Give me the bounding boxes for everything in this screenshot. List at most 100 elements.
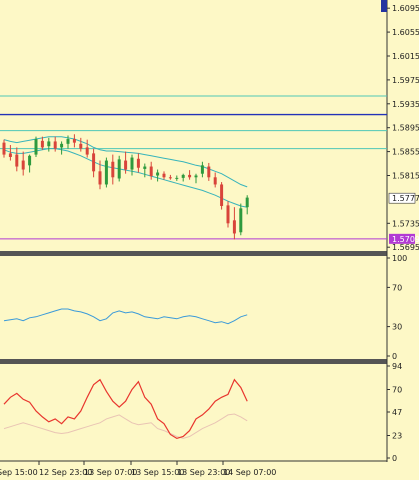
candle (40, 136, 44, 150)
candle-body (239, 208, 243, 233)
panel-separators (0, 0, 388, 462)
candle (53, 136, 57, 152)
rsi-tick-label: 30 (392, 323, 402, 332)
current-price-tag-bg (388, 192, 416, 204)
candle (124, 151, 128, 174)
candle-body (207, 166, 211, 178)
candle (181, 173, 185, 182)
candle (34, 136, 38, 157)
candle-body (8, 153, 12, 157)
price-tick-label: 1.5975 (392, 76, 419, 85)
candle (168, 174, 172, 180)
candle (245, 195, 249, 215)
price-tick-label: 1.5695 (392, 243, 419, 252)
rsi-line (3, 308, 248, 325)
time-tick-label: 12 Sep 23:00 (39, 468, 92, 477)
rsi-panel (3, 308, 248, 325)
candle-body (79, 143, 83, 149)
candle (239, 203, 243, 236)
price-tick-label: 1.5815 (392, 172, 419, 181)
stochastic-tick-label: 47 (392, 408, 402, 417)
price-tick-label: 1.5735 (392, 219, 419, 228)
candle (117, 155, 121, 182)
current-price-tag-label: 1.5777 (392, 194, 419, 203)
stochastic-panel (3, 378, 248, 440)
candle-body (47, 141, 51, 147)
time-tick-label: 13 Sep 15:00 (131, 468, 184, 477)
candle-body (92, 153, 96, 172)
candle-body (168, 177, 172, 179)
candle (149, 161, 153, 180)
horizontal-levels (0, 95, 387, 240)
candle-body (149, 166, 153, 177)
price-tick-label: 1.5895 (392, 124, 419, 133)
price-tick-label: 1.5935 (392, 100, 419, 109)
candle (8, 145, 12, 161)
candle-body (130, 157, 134, 170)
candle (194, 173, 198, 184)
candle (72, 134, 76, 148)
candle-body (28, 155, 32, 166)
candle-body (85, 147, 89, 155)
candle (200, 161, 204, 178)
scroll-marker (381, 0, 387, 12)
candle-body (194, 175, 198, 178)
stochastic-tick-label: 70 (392, 385, 402, 394)
candle (213, 172, 217, 188)
candle-body (143, 166, 147, 169)
price-tick-label: 1.5855 (392, 148, 419, 157)
candle-body (226, 205, 230, 224)
candle (143, 163, 147, 178)
candle-body (2, 142, 6, 155)
candle (47, 137, 51, 152)
separator-rsi-stochastic (0, 359, 387, 364)
candle (21, 151, 25, 176)
stochastic-main-line (3, 378, 248, 440)
time-tick-label: 13 Sep 07:00 (84, 468, 137, 477)
candle (162, 171, 166, 180)
candle-body (162, 173, 166, 178)
candle-body (213, 177, 217, 185)
candle (207, 162, 211, 181)
candle (220, 182, 224, 210)
time-tick-label: 14 Sep 07:00 (223, 468, 276, 477)
time-tick-label: Sep 15:00 (0, 468, 38, 477)
price-tag-label: 1.5709 (392, 235, 419, 244)
price-tick-label: 1.6055 (392, 28, 419, 37)
rsi-tick-label: 70 (392, 283, 402, 292)
candle-body (104, 160, 108, 185)
candle-body (124, 160, 128, 170)
candle-body (232, 220, 236, 234)
candle (85, 139, 89, 158)
rsi-tick-label: 100 (392, 254, 407, 263)
candle (130, 154, 134, 176)
candle (232, 207, 236, 240)
candle (104, 157, 108, 188)
price-tag-bg-10 (389, 233, 415, 244)
candle-body (188, 174, 192, 178)
candle-body (136, 158, 140, 168)
candle (28, 154, 32, 173)
candle (15, 147, 19, 172)
candle-body (111, 161, 115, 178)
price-tick-label: 1.6095 (392, 4, 419, 13)
candle (60, 141, 64, 155)
candle (98, 160, 102, 190)
candles (2, 134, 249, 240)
candle-body (40, 140, 44, 148)
candle (175, 175, 179, 181)
candle-body (175, 177, 179, 179)
candle (188, 170, 192, 180)
candle-body (200, 165, 204, 174)
stochastic-tick-label: 94 (392, 362, 402, 371)
candle-body (72, 139, 76, 143)
price-axis: 1.6095 1.6055 1.6015 1.5975 1.5935 1.5895 1.58… (387, 4, 419, 463)
candle (156, 169, 160, 182)
stochastic-tick-label: 23 (392, 431, 402, 440)
candle (111, 154, 115, 185)
candle-body (66, 139, 70, 144)
stochastic-tick-label: 0 (392, 454, 397, 463)
candle-body (181, 174, 185, 178)
